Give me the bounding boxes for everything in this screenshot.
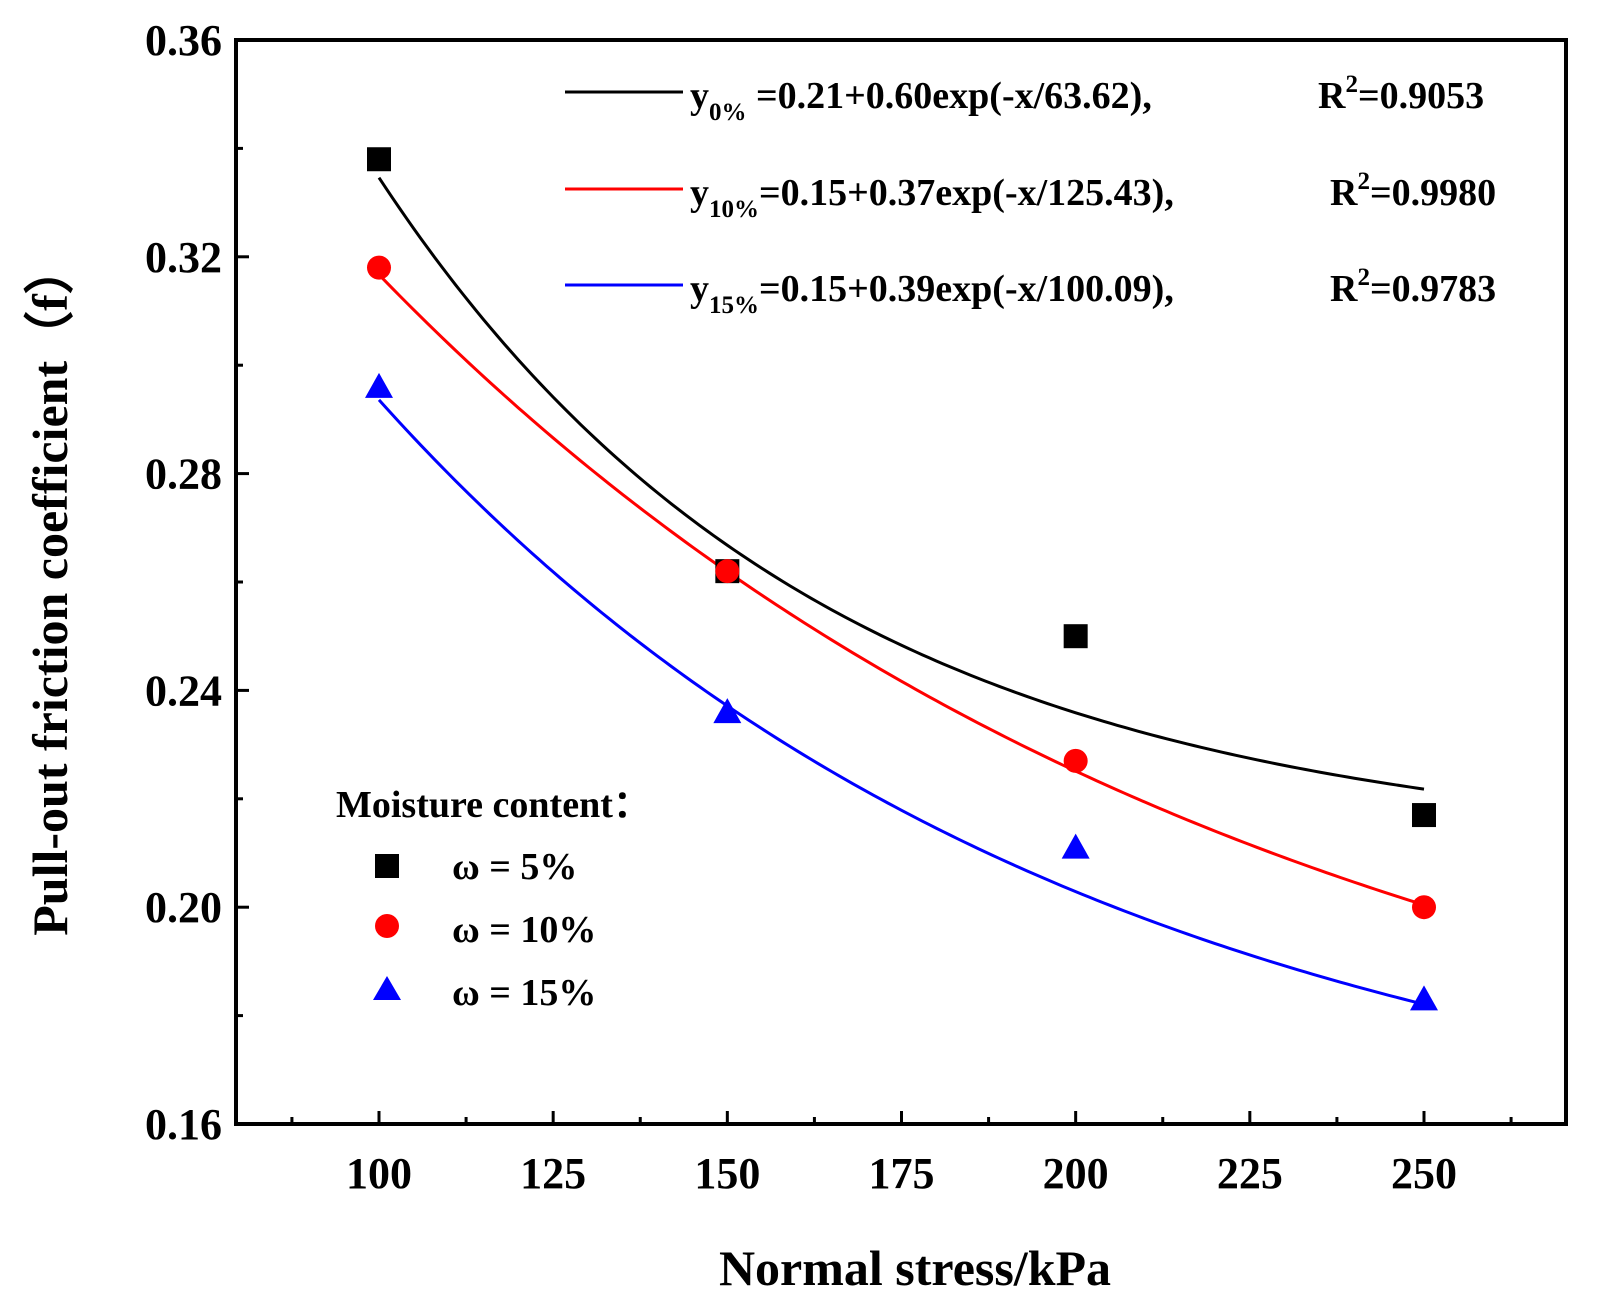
fit-sub-10: 10% [709,196,759,223]
x-tick-label: 200 [1043,1149,1109,1198]
y-axis-title: Pull-out friction coefficient（f） [22,244,78,935]
fit-equation-10: y10%=0.15+0.37exp(-x/125.43), [690,172,1174,223]
fit-equation-5: y0% =0.21+0.60exp(-x/63.62), [690,75,1152,126]
data-point-square [1412,803,1436,828]
legend-marker-square-icon [375,854,399,878]
legend-title: Moisture content： [336,784,651,826]
data-point-triangle [1410,985,1438,1011]
fit-curve-0 [377,176,1425,791]
marker-legend: Moisture content： ω = 5% ω = 10% ω = 15% [336,784,651,1014]
data-point-circle [715,559,740,584]
y-tick-label: 0.16 [145,1100,222,1149]
fit-eq-text-15: =0.15+0.39exp(-x/100.09), [759,268,1174,310]
fit-r2-value-5: =0.9053 [1358,75,1484,117]
fit-legend: y0% =0.21+0.60exp(-x/63.62), R2=0.9053 y… [565,71,1496,319]
y-tick-label: 0.28 [145,450,222,499]
x-tick-label: 250 [1391,1149,1457,1198]
data-point-circle [1063,748,1088,773]
x-tick-label: 100 [346,1149,412,1198]
fit-r2-value-10: =0.9980 [1370,172,1496,214]
legend-label-15: ω = 15% [452,972,596,1014]
data-point-triangle [713,698,742,724]
fit-r2-15: R2=0.9783 [1330,264,1496,310]
data-point-triangle [365,372,393,398]
fit-eq-text-10: =0.15+0.37exp(-x/125.43), [759,172,1174,214]
data-points [365,147,1438,1011]
y-tick-label: 0.36 [145,16,222,65]
fit-r2-5: R2=0.9053 [1318,71,1484,117]
fit-eq-text-5: =0.21+0.60exp(-x/63.62), [747,75,1152,117]
fit-sub-5: 0% [709,99,747,126]
legend-marker-triangle-icon [373,976,401,1000]
fit-r2-10: R2=0.9980 [1330,168,1496,214]
data-point-square [367,147,391,172]
data-point-square [1063,624,1088,649]
y-tick-label: 0.20 [145,883,222,932]
axis-ticks: 100 125 150 175 200 225 250 0.16 0.20 0.24 0.28 0.3… [145,16,1513,1198]
x-tick-label: 150 [694,1149,760,1198]
data-point-circle [367,255,391,280]
x-tick-label: 175 [869,1149,935,1198]
y-tick-label: 0.32 [145,233,222,282]
data-point-triangle [1061,833,1090,859]
x-axis-title: Normal stress/kPa [719,1240,1111,1296]
y-tick-label: 0.24 [145,666,222,715]
fit-sub-15: 15% [709,292,759,319]
legend-marker-circle-icon [375,914,399,938]
x-tick-label: 225 [1217,1149,1283,1198]
x-tick-label: 125 [520,1149,586,1198]
fit-curve-1 [377,273,1425,907]
fit-equation-15: y15%=0.15+0.39exp(-x/100.09), [690,268,1174,319]
fit-curve-2 [377,398,1425,1006]
legend-label-10: ω = 10% [452,909,596,951]
legend-label-5: ω = 5% [452,846,577,888]
data-point-circle [1412,895,1436,920]
fit-curves [377,176,1425,1006]
fit-r2-value-15: =0.9783 [1370,268,1496,310]
